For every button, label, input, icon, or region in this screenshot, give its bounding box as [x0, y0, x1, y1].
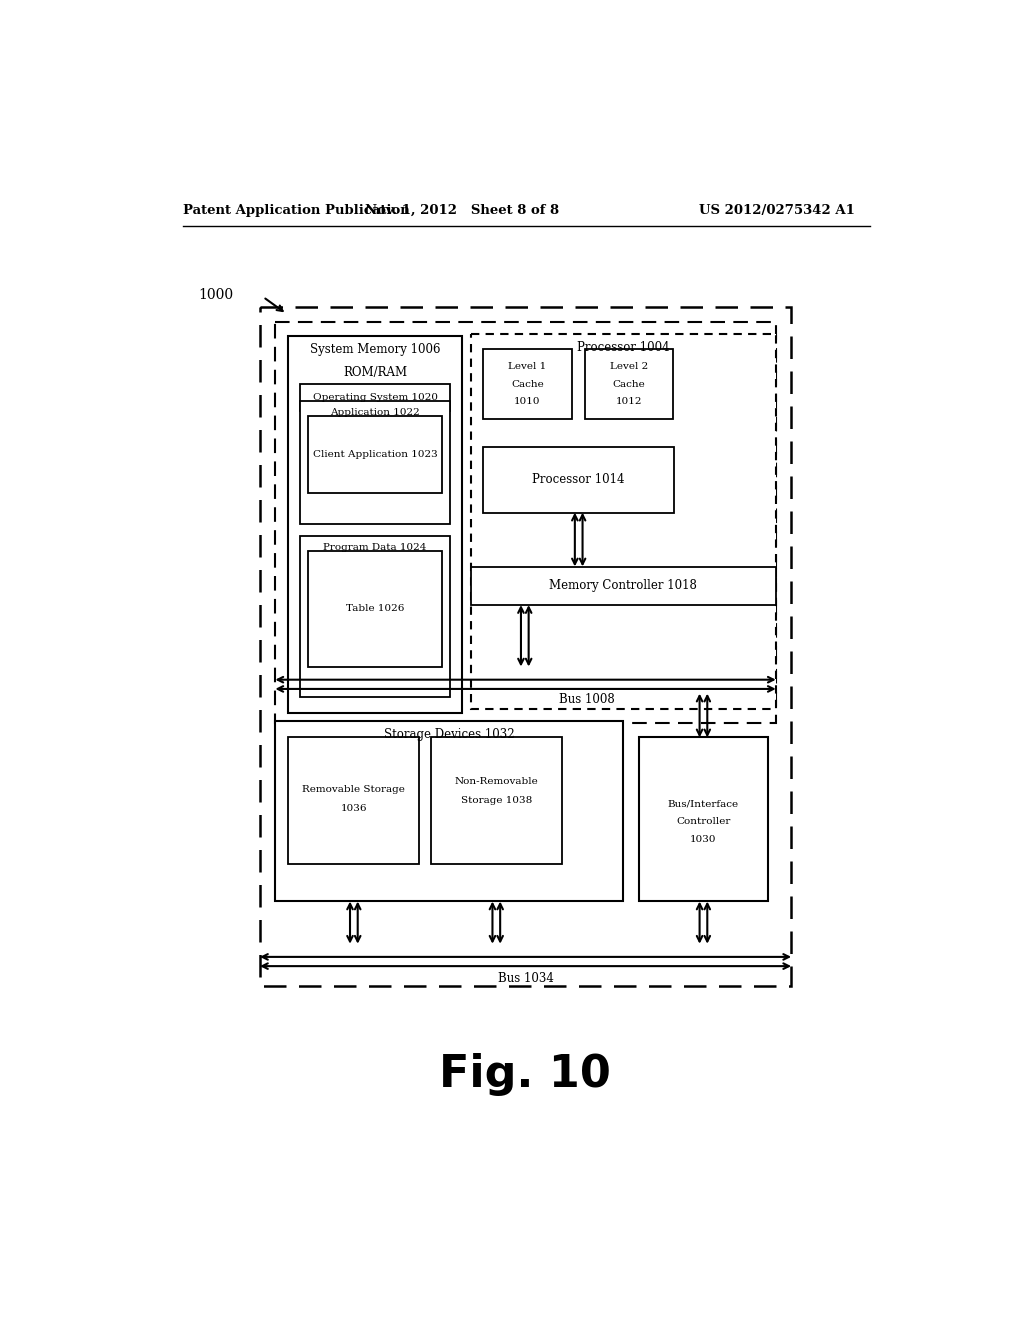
Text: ROM/RAM: ROM/RAM — [343, 366, 408, 379]
Bar — [471, 334, 776, 709]
Bar — [639, 738, 768, 902]
Text: Bus 1034: Bus 1034 — [498, 972, 554, 985]
Text: System Memory 1006: System Memory 1006 — [310, 343, 440, 356]
Text: Bus/Interface: Bus/Interface — [668, 800, 739, 809]
Text: 1036: 1036 — [341, 804, 368, 813]
Text: Fig. 10: Fig. 10 — [439, 1053, 610, 1096]
Bar — [300, 401, 451, 524]
Bar — [275, 721, 624, 902]
Bar — [275, 322, 776, 723]
Text: Client Application 1023: Client Application 1023 — [312, 450, 437, 459]
Text: Table 1026: Table 1026 — [346, 605, 404, 614]
Bar — [289, 335, 462, 713]
Text: Cache: Cache — [511, 380, 544, 388]
Text: Operating System 1020: Operating System 1020 — [312, 393, 437, 403]
Text: Removable Storage: Removable Storage — [302, 785, 406, 793]
Bar — [300, 536, 451, 697]
Text: Non-Removable: Non-Removable — [455, 777, 539, 787]
Text: Level 1: Level 1 — [508, 362, 547, 371]
Bar — [260, 308, 792, 986]
Text: Cache: Cache — [612, 380, 645, 388]
Text: Processor 1004: Processor 1004 — [578, 342, 670, 354]
Text: Application 1022: Application 1022 — [330, 408, 420, 417]
Text: Storage Devices 1032: Storage Devices 1032 — [384, 727, 515, 741]
Text: Storage 1038: Storage 1038 — [461, 796, 531, 805]
Text: Patent Application Publication: Patent Application Publication — [183, 205, 410, 218]
Bar — [300, 384, 451, 411]
Text: Program Data 1024: Program Data 1024 — [324, 543, 427, 552]
Bar — [585, 350, 674, 418]
Text: US 2012/0275342 A1: US 2012/0275342 A1 — [699, 205, 855, 218]
Text: Memory Controller 1018: Memory Controller 1018 — [550, 579, 697, 593]
Bar — [483, 447, 674, 512]
Bar — [307, 416, 442, 494]
Text: Level 2: Level 2 — [610, 362, 648, 371]
Text: Bus 1008: Bus 1008 — [559, 693, 615, 706]
Bar — [471, 566, 776, 605]
Bar — [307, 552, 442, 667]
Text: 1012: 1012 — [615, 397, 642, 407]
Bar — [289, 738, 419, 865]
Text: Processor 1014: Processor 1014 — [532, 474, 625, 486]
Bar — [483, 350, 571, 418]
Text: 1030: 1030 — [690, 836, 717, 843]
Text: Nov. 1, 2012   Sheet 8 of 8: Nov. 1, 2012 Sheet 8 of 8 — [365, 205, 559, 218]
Bar — [431, 738, 562, 865]
Text: 1010: 1010 — [514, 397, 541, 407]
Text: Controller: Controller — [676, 817, 731, 826]
Text: 1000: 1000 — [198, 289, 233, 302]
